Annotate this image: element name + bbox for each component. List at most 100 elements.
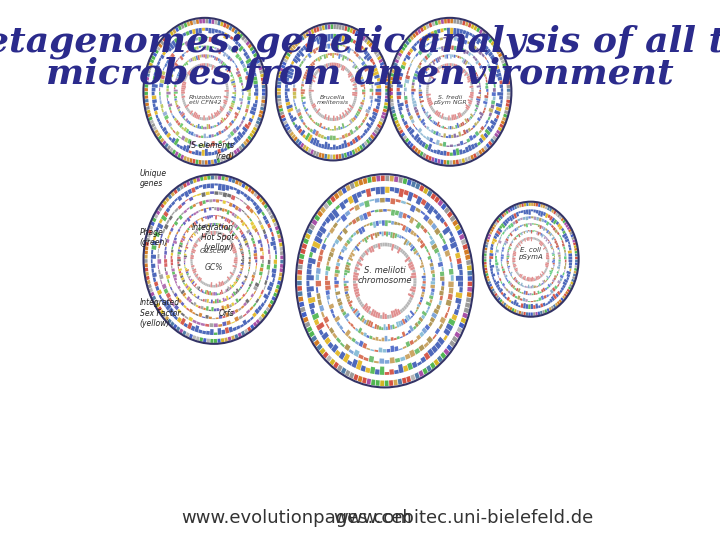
Wedge shape: [231, 195, 235, 200]
Wedge shape: [170, 70, 174, 74]
Wedge shape: [158, 43, 163, 48]
Wedge shape: [199, 278, 202, 282]
Wedge shape: [184, 283, 188, 287]
Wedge shape: [440, 28, 444, 32]
Wedge shape: [369, 117, 375, 123]
Wedge shape: [248, 249, 250, 252]
Wedge shape: [521, 276, 523, 279]
Wedge shape: [439, 143, 443, 146]
Wedge shape: [224, 234, 226, 237]
Wedge shape: [230, 72, 233, 75]
Wedge shape: [189, 237, 192, 239]
Wedge shape: [420, 100, 424, 103]
Wedge shape: [412, 98, 415, 101]
Wedge shape: [360, 122, 364, 126]
Wedge shape: [468, 23, 472, 28]
Wedge shape: [168, 76, 171, 79]
Wedge shape: [215, 150, 218, 155]
Wedge shape: [484, 262, 487, 265]
Wedge shape: [552, 293, 557, 300]
Wedge shape: [266, 275, 269, 280]
Wedge shape: [549, 215, 553, 221]
Wedge shape: [399, 235, 402, 239]
Wedge shape: [394, 176, 398, 183]
Wedge shape: [199, 185, 202, 188]
Wedge shape: [347, 107, 351, 112]
Wedge shape: [251, 106, 256, 112]
Wedge shape: [300, 47, 304, 52]
Wedge shape: [343, 284, 346, 286]
Text: microbes from an environment: microbes from an environment: [46, 57, 674, 91]
Wedge shape: [541, 271, 545, 275]
Wedge shape: [281, 64, 285, 69]
Wedge shape: [202, 28, 205, 31]
Wedge shape: [181, 94, 184, 96]
Wedge shape: [382, 68, 387, 72]
Wedge shape: [564, 293, 567, 297]
Wedge shape: [186, 285, 189, 289]
Wedge shape: [433, 110, 436, 113]
Wedge shape: [242, 294, 246, 297]
Wedge shape: [256, 298, 259, 303]
Wedge shape: [212, 285, 214, 288]
Wedge shape: [413, 56, 415, 60]
Wedge shape: [202, 200, 206, 204]
Wedge shape: [245, 113, 247, 117]
Wedge shape: [178, 267, 179, 269]
Wedge shape: [171, 290, 174, 294]
Wedge shape: [252, 312, 257, 318]
Wedge shape: [406, 202, 411, 206]
Wedge shape: [518, 274, 521, 277]
Wedge shape: [391, 221, 394, 225]
Wedge shape: [154, 281, 158, 287]
Wedge shape: [292, 44, 296, 50]
Wedge shape: [464, 118, 468, 124]
Wedge shape: [289, 115, 294, 119]
Wedge shape: [225, 312, 229, 318]
Wedge shape: [353, 100, 356, 103]
Wedge shape: [238, 298, 241, 301]
Wedge shape: [390, 96, 393, 99]
Wedge shape: [539, 239, 541, 242]
Wedge shape: [152, 273, 157, 278]
Wedge shape: [144, 92, 148, 95]
Wedge shape: [293, 92, 296, 95]
Wedge shape: [238, 131, 243, 138]
Wedge shape: [182, 145, 186, 151]
Wedge shape: [411, 89, 415, 91]
Wedge shape: [326, 261, 330, 266]
Wedge shape: [225, 209, 228, 212]
Wedge shape: [436, 139, 440, 145]
Wedge shape: [502, 231, 505, 235]
Wedge shape: [397, 84, 402, 88]
Wedge shape: [307, 127, 310, 131]
Wedge shape: [344, 269, 350, 273]
Wedge shape: [255, 88, 258, 92]
Wedge shape: [258, 66, 263, 71]
Wedge shape: [545, 237, 547, 239]
Wedge shape: [444, 117, 446, 120]
Wedge shape: [442, 55, 444, 57]
Wedge shape: [176, 326, 180, 332]
Wedge shape: [235, 237, 238, 240]
Wedge shape: [303, 76, 307, 80]
Wedge shape: [330, 195, 336, 203]
Wedge shape: [557, 291, 561, 295]
Wedge shape: [557, 247, 559, 250]
Wedge shape: [494, 84, 495, 87]
Wedge shape: [478, 50, 482, 55]
Wedge shape: [300, 130, 305, 136]
Wedge shape: [569, 247, 572, 251]
Wedge shape: [390, 84, 393, 87]
Wedge shape: [564, 269, 565, 273]
Wedge shape: [233, 98, 235, 101]
Wedge shape: [172, 149, 176, 154]
Wedge shape: [209, 284, 210, 287]
Wedge shape: [354, 181, 359, 187]
Wedge shape: [493, 279, 496, 283]
Wedge shape: [430, 75, 434, 80]
Wedge shape: [438, 233, 444, 239]
Wedge shape: [403, 239, 408, 245]
Wedge shape: [284, 123, 289, 128]
Wedge shape: [171, 201, 176, 206]
